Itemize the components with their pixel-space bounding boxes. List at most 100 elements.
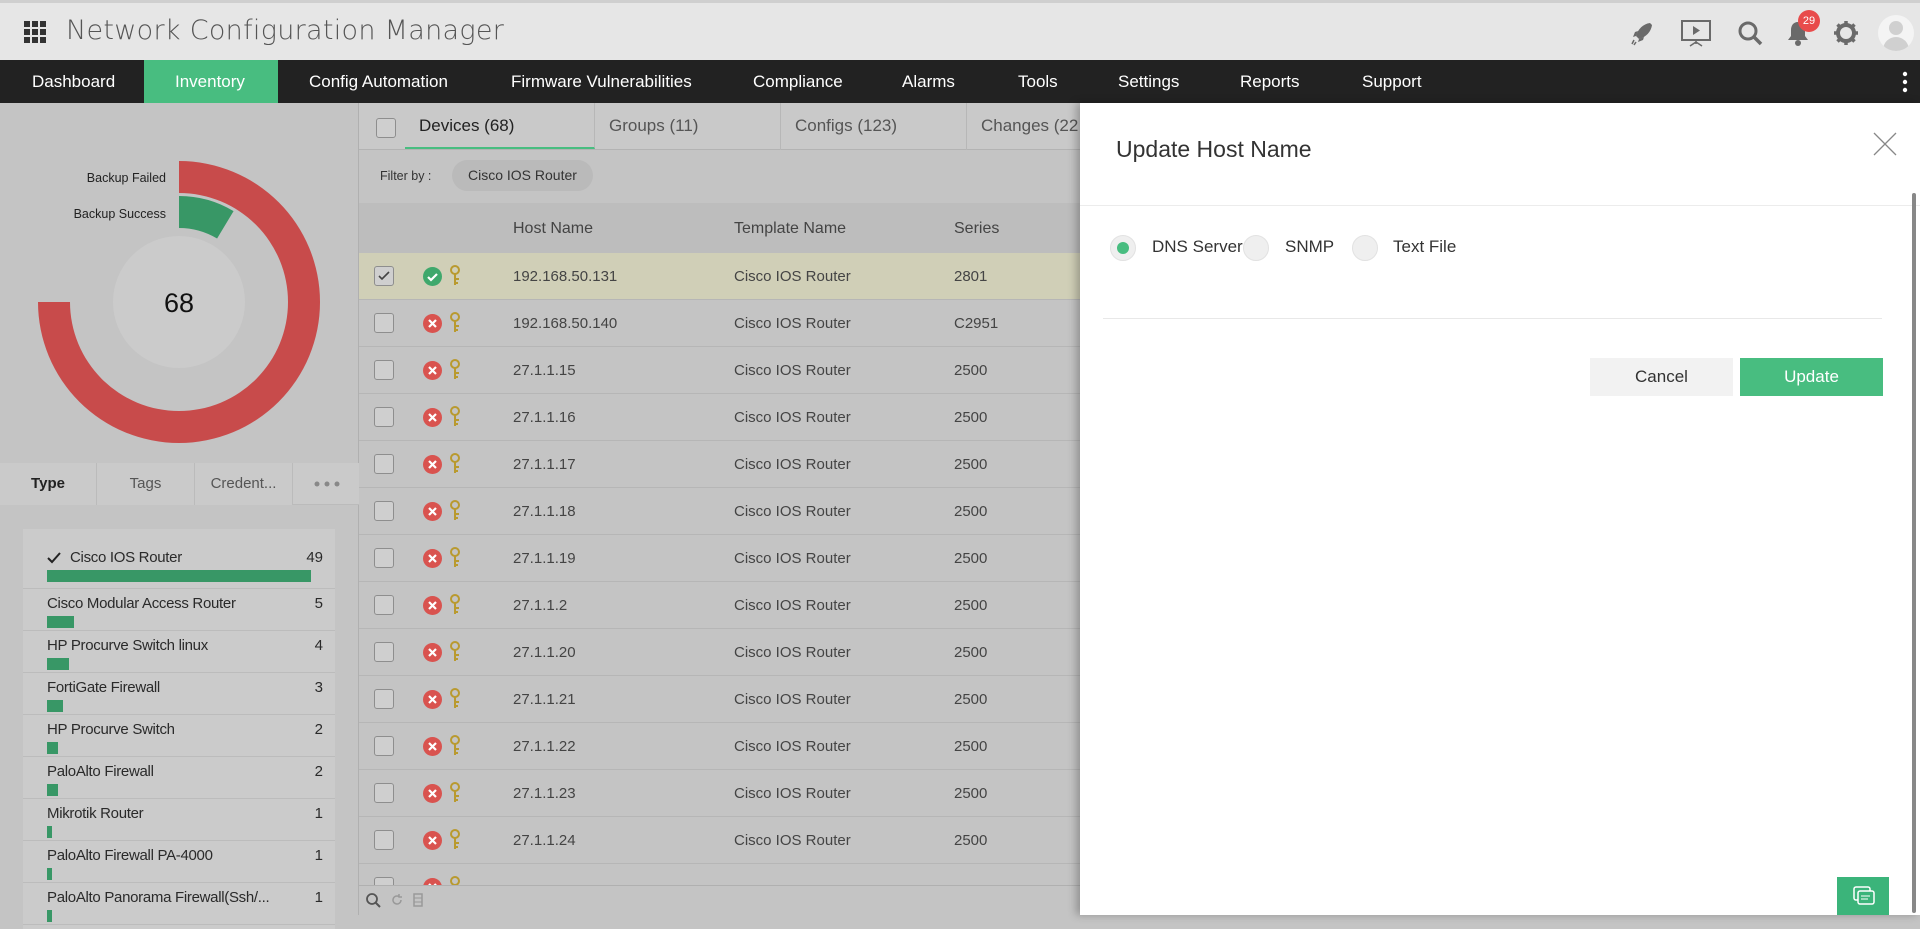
columns-icon[interactable]: [413, 893, 423, 907]
presentation-icon[interactable]: [1680, 19, 1712, 47]
avatar[interactable]: [1878, 15, 1914, 51]
tab-groups[interactable]: Groups (11): [595, 103, 781, 150]
table-row[interactable]: 27.1.1.23 Cisco IOS Router 2500: [359, 770, 1080, 817]
type-item[interactable]: PaloAlto Firewall 2: [23, 757, 335, 799]
tab-configs[interactable]: Configs (123): [781, 103, 967, 150]
table-row[interactable]: 27.1.1.21 Cisco IOS Router 2500: [359, 676, 1080, 723]
table-row[interactable]: 27.1.1.22 Cisco IOS Router 2500: [359, 723, 1080, 770]
more-vertical-icon[interactable]: [1902, 71, 1908, 93]
more-tabs-icon[interactable]: [313, 480, 341, 488]
table-row[interactable]: 27.1.1.18 Cisco IOS Router 2500: [359, 488, 1080, 535]
select-all-checkbox[interactable]: [376, 118, 396, 138]
cell-host-name[interactable]: 27.1.1.17: [513, 456, 576, 473]
table-row[interactable]: 27.1.1.15 Cisco IOS Router 2500: [359, 347, 1080, 394]
type-count-bar: [47, 826, 53, 838]
cell-host-name[interactable]: 27.1.1.20: [513, 644, 576, 661]
col-host-name[interactable]: Host Name: [513, 220, 594, 237]
cell-host-name[interactable]: 27.1.1.16: [513, 409, 576, 426]
row-checkbox[interactable]: [374, 501, 394, 521]
row-checkbox[interactable]: [374, 266, 394, 286]
nav-reports[interactable]: Reports: [1240, 72, 1300, 91]
row-checkbox[interactable]: [374, 689, 394, 709]
gear-icon[interactable]: [1832, 19, 1860, 47]
cell-host-name[interactable]: 27.1.1.21: [513, 691, 576, 708]
row-checkbox[interactable]: [374, 642, 394, 662]
row-checkbox[interactable]: [374, 595, 394, 615]
cell-series: 2500: [954, 456, 988, 473]
table-row[interactable]: 27.1.1.20 Cisco IOS Router 2500: [359, 629, 1080, 676]
row-checkbox[interactable]: [374, 548, 394, 568]
table-row[interactable]: 27.1.1.19 Cisco IOS Router 2500: [359, 535, 1080, 582]
table-row[interactable]: 27.1.1.16 Cisco IOS Router 2500: [359, 394, 1080, 441]
refresh-icon[interactable]: [391, 893, 403, 907]
search-icon[interactable]: [1736, 19, 1764, 47]
filter-chip[interactable]: Cisco IOS Router: [452, 160, 593, 191]
rocket-icon[interactable]: [1628, 19, 1656, 47]
radio-text-file[interactable]: [1352, 235, 1378, 261]
nav-tools[interactable]: Tools: [1018, 72, 1058, 91]
cell-host-name[interactable]: 27.1.1.15: [513, 362, 576, 379]
arc-backup-success[interactable]: [179, 196, 234, 239]
cell-host-name[interactable]: 27.1.1.24: [513, 832, 576, 849]
type-item[interactable]: HP Procurve Switch linux 4: [23, 631, 335, 673]
table-row[interactable]: 192.168.50.131 Cisco IOS Router 2801: [359, 253, 1080, 300]
row-checkbox[interactable]: [374, 783, 394, 803]
type-item[interactable]: PaloAlto Panorama Firewall(Ssh/... 1: [23, 883, 335, 925]
type-count: 1: [314, 847, 323, 864]
device-type-list: Cisco IOS Router 49 Cisco Modular Access R…: [23, 529, 335, 929]
cell-host-name[interactable]: 27.1.1.2: [513, 597, 568, 614]
nav-config-automation[interactable]: Config Automation: [309, 72, 448, 91]
type-count-bar: [47, 742, 58, 754]
nav-compliance[interactable]: Compliance: [753, 72, 843, 91]
nav-inventory[interactable]: Inventory: [175, 72, 245, 91]
cancel-button[interactable]: Cancel: [1590, 358, 1733, 396]
table-row[interactable]: 27.1.1.24 Cisco IOS Router 2500: [359, 817, 1080, 864]
tab-changes[interactable]: Changes (22: [981, 116, 1079, 135]
nav-support[interactable]: Support: [1362, 72, 1422, 91]
cell-host-name[interactable]: 192.168.50.131: [513, 268, 618, 285]
apps-grid-icon[interactable]: [24, 21, 46, 43]
row-checkbox[interactable]: [374, 360, 394, 380]
radio-snmp[interactable]: [1243, 235, 1269, 261]
nav-settings[interactable]: Settings: [1118, 72, 1180, 91]
scrollbar[interactable]: [1912, 193, 1916, 913]
row-checkbox[interactable]: [374, 877, 394, 885]
row-checkbox[interactable]: [374, 736, 394, 756]
row-checkbox[interactable]: [374, 830, 394, 850]
table-row[interactable]: [359, 864, 1080, 885]
type-item[interactable]: HP Procurve Switch 2: [23, 715, 335, 757]
tab-type[interactable]: Type: [0, 463, 97, 505]
credential-key-icon: [450, 453, 460, 473]
table-row[interactable]: 192.168.50.140 Cisco IOS Router C2951: [359, 300, 1080, 347]
row-checkbox[interactable]: [374, 313, 394, 333]
failed-status-icon: [423, 361, 442, 380]
radio-dns-server[interactable]: [1110, 235, 1136, 261]
nav-alarms[interactable]: Alarms: [902, 72, 955, 91]
devices-panel: Devices (68) Groups (11) Configs (123) C…: [359, 103, 1080, 915]
type-item[interactable]: FortiGate Firewall 3: [23, 673, 335, 715]
nav-dashboard[interactable]: Dashboard: [32, 72, 116, 91]
tab-devices[interactable]: Devices (68): [405, 103, 595, 149]
cell-host-name[interactable]: 27.1.1.22: [513, 738, 576, 755]
row-checkbox[interactable]: [374, 407, 394, 427]
row-checkbox[interactable]: [374, 454, 394, 474]
cell-host-name[interactable]: 192.168.50.140: [513, 315, 618, 332]
close-icon[interactable]: [1872, 131, 1898, 157]
nav-firmware-vulnerabilities[interactable]: Firmware Vulnerabilities: [511, 72, 692, 91]
col-template-name[interactable]: Template Name: [734, 220, 847, 237]
cell-host-name[interactable]: 27.1.1.23: [513, 785, 576, 802]
tab-credentials[interactable]: Credent...: [195, 463, 293, 505]
cell-host-name[interactable]: 27.1.1.19: [513, 550, 576, 567]
cell-host-name[interactable]: 27.1.1.18: [513, 503, 576, 520]
table-row[interactable]: 27.1.1.2 Cisco IOS Router 2500: [359, 582, 1080, 629]
update-button[interactable]: Update: [1740, 358, 1883, 396]
tab-tags[interactable]: Tags: [97, 463, 195, 505]
type-item[interactable]: Cisco IOS Router 49: [23, 529, 335, 589]
table-row[interactable]: 27.1.1.17 Cisco IOS Router 2500: [359, 441, 1080, 488]
chat-button[interactable]: [1837, 877, 1889, 915]
type-item[interactable]: PaloAlto Firewall PA-4000 1: [23, 841, 335, 883]
type-item[interactable]: Cisco Modular Access Router 5: [23, 589, 335, 631]
search-icon[interactable]: [365, 892, 381, 908]
type-item[interactable]: Mikrotik Router 1: [23, 799, 335, 841]
col-series[interactable]: Series: [954, 220, 1000, 237]
